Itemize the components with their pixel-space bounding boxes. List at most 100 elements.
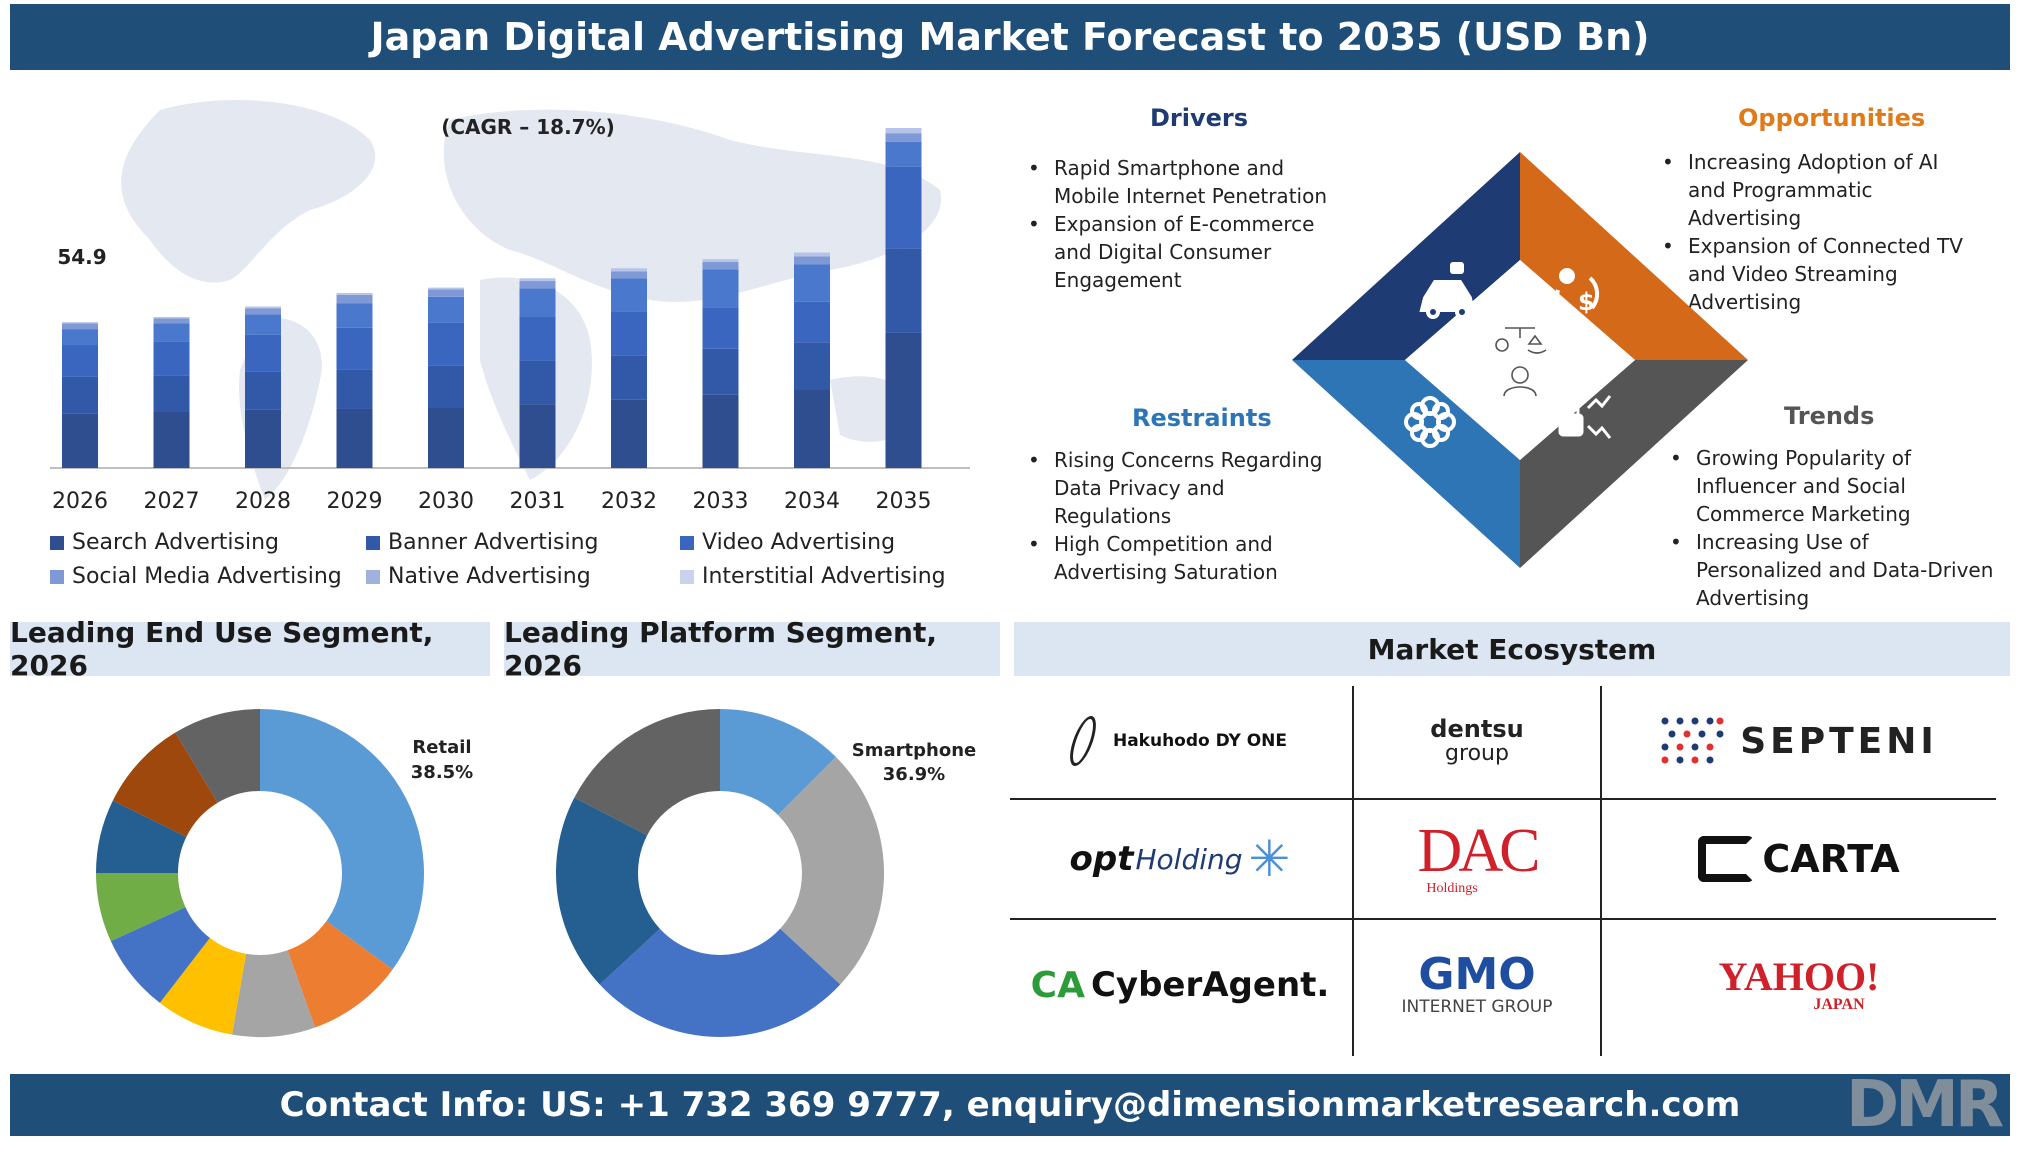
- bar-total-label: 54.9: [57, 245, 106, 269]
- bar-segment-search-advertising: [519, 404, 556, 468]
- legend-video: Video Advertising: [680, 530, 895, 555]
- bar-segment-social-media-advertising: [62, 329, 98, 346]
- end-use-segment-header: Leading End Use Segment, 2026: [10, 616, 490, 682]
- cyberagent-text: CyberAgent.: [1090, 965, 1330, 1005]
- bar-segment-interstitial-advertising: [336, 292, 373, 295]
- bar-segment-search-advertising: [428, 407, 464, 468]
- bar-segment-social-media-advertising: [153, 323, 190, 342]
- legend-search: Search Advertising: [50, 530, 279, 555]
- hakuhodo-logo: Hakuhodo DY ONE: [1010, 686, 1350, 796]
- bar-segment-banner-advertising: [62, 376, 98, 414]
- cagr-annotation: (CAGR – 18.7%): [441, 115, 615, 139]
- legend-label: Social Media Advertising: [72, 564, 342, 589]
- bar-segment-social-media-advertising: [794, 264, 830, 302]
- bar-segment-native-advertising: [62, 323, 98, 330]
- bar-segment-banner-advertising: [245, 371, 281, 410]
- market-dynamics-diamond: $: [1292, 152, 1748, 568]
- legend-label: Interstitial Advertising: [702, 564, 946, 589]
- bar-segment-banner-advertising: [153, 375, 190, 412]
- x-tick-label: 2027: [144, 489, 200, 514]
- legend-banner: Banner Advertising: [366, 530, 598, 555]
- bar-segment-interstitial-advertising: [702, 259, 739, 263]
- bar-segment-native-advertising: [794, 256, 830, 265]
- bar-segment-video-advertising: [428, 322, 464, 366]
- bar-segment-banner-advertising: [885, 248, 922, 333]
- bar-segment-video-advertising: [794, 301, 830, 343]
- person-ideas-icon: [1495, 327, 1547, 397]
- trends-item: Increasing Use of Personalized and Data-…: [1666, 528, 1996, 612]
- donut-callout-value: 36.9%: [883, 764, 945, 785]
- bar-segment-social-media-advertising: [519, 288, 556, 317]
- legend-native: Native Advertising: [366, 564, 591, 589]
- x-tick-label: 2034: [784, 489, 840, 514]
- yahoo-japan-text: JAPAN: [1813, 996, 1865, 1013]
- lock-trend-icon: [1558, 395, 1612, 439]
- x-tick-label: 2033: [693, 489, 749, 514]
- trends-item: Growing Popularity of Influencer and Soc…: [1666, 444, 1996, 528]
- bar-segment-native-advertising: [519, 281, 556, 289]
- bar-segment-interstitial-advertising: [153, 317, 190, 319]
- x-tick-label: 2035: [876, 489, 932, 514]
- bar-segment-video-advertising: [702, 307, 739, 349]
- donut-slice: [260, 709, 424, 970]
- x-tick-label: 2031: [510, 489, 566, 514]
- legend-interstitial: Interstitial Advertising: [680, 564, 946, 589]
- gmo-text: GMO: [1418, 949, 1536, 1000]
- bar-segment-interstitial-advertising: [519, 278, 556, 282]
- bar-segment-search-advertising: [611, 399, 647, 468]
- donut-slice: [159, 937, 247, 1035]
- opportunities-item: Increasing Adoption of AI and Programmat…: [1658, 148, 1978, 232]
- bar-segment-search-advertising: [794, 389, 830, 468]
- drivers-item: Rapid Smartphone and Mobile Internet Pen…: [1024, 154, 1344, 210]
- legend-label: Search Advertising: [72, 530, 280, 555]
- restraints-heading: Restraints: [1132, 404, 1272, 432]
- bar-segment-interstitial-advertising: [428, 287, 464, 290]
- bar-segment-social-media-advertising: [885, 141, 922, 167]
- bar-segment-native-advertising: [153, 318, 190, 324]
- bar-segment-video-advertising: [519, 316, 556, 361]
- septeni-text: SEPTENI: [1740, 720, 1938, 762]
- hakuhodo-mark-icon: [1064, 716, 1102, 766]
- drivers-heading: Drivers: [1150, 104, 1249, 132]
- bar-segment-video-advertising: [611, 311, 647, 356]
- yahoo-japan-logo: YAHOO! JAPAN: [1602, 920, 1996, 1050]
- x-tick-label: 2030: [418, 489, 474, 514]
- donut-slice: [110, 907, 210, 1003]
- cyberagent-mark: CA: [1030, 964, 1085, 1006]
- donut-slice: [574, 709, 720, 836]
- contact-info: Contact Info: US: +1 732 369 9777, enqui…: [279, 1085, 1741, 1125]
- yahoo-text: YAHOO!: [1718, 954, 1880, 999]
- donut-slice: [112, 732, 218, 837]
- legend-swatch: [680, 569, 694, 584]
- legend-swatch: [50, 535, 64, 550]
- restraints-list: Rising Concerns Regarding Data Privacy a…: [1024, 446, 1344, 586]
- money-cycle-icon: $: [1554, 268, 1599, 317]
- trends-list: Growing Popularity of Influencer and Soc…: [1666, 444, 1996, 612]
- donut-callout-value: 38.5%: [411, 762, 473, 783]
- opportunities-item: Expansion of Connected TV and Video Stre…: [1658, 232, 1978, 316]
- legend-swatch: [366, 569, 380, 584]
- bar-segment-banner-advertising: [336, 369, 373, 409]
- donut-slice: [777, 757, 884, 985]
- x-tick-label: 2029: [327, 489, 383, 514]
- bar-segment-interstitial-advertising: [794, 252, 830, 257]
- x-tick-label: 2026: [52, 489, 108, 514]
- bar-segment-banner-advertising: [519, 360, 556, 405]
- bar-segment-social-media-advertising: [428, 296, 464, 323]
- contact-footer: Contact Info: US: +1 732 369 9777, enqui…: [10, 1074, 2010, 1136]
- holding-text: Holding: [1135, 842, 1243, 876]
- grid-line: [1600, 686, 1602, 1056]
- platform-segment-header: Leading Platform Segment, 2026: [504, 616, 1000, 682]
- bar-segment-social-media-advertising: [245, 314, 281, 335]
- bar-segment-interstitial-advertising: [62, 322, 98, 324]
- bar-segment-social-media-advertising: [702, 269, 739, 308]
- chart-legend: Search Advertising Banner Advertising Vi…: [50, 530, 990, 600]
- donut-slice: [556, 797, 660, 985]
- drivers-list: Rapid Smartphone and Mobile Internet Pen…: [1024, 154, 1344, 294]
- bar-segment-video-advertising: [62, 345, 98, 377]
- bar-segment-search-advertising: [62, 413, 98, 468]
- bar-segment-native-advertising: [611, 271, 647, 279]
- bar-segment-social-media-advertising: [611, 278, 647, 312]
- page-title: Japan Digital Advertising Market Forecas…: [10, 4, 2010, 70]
- donut-slice: [287, 921, 393, 1028]
